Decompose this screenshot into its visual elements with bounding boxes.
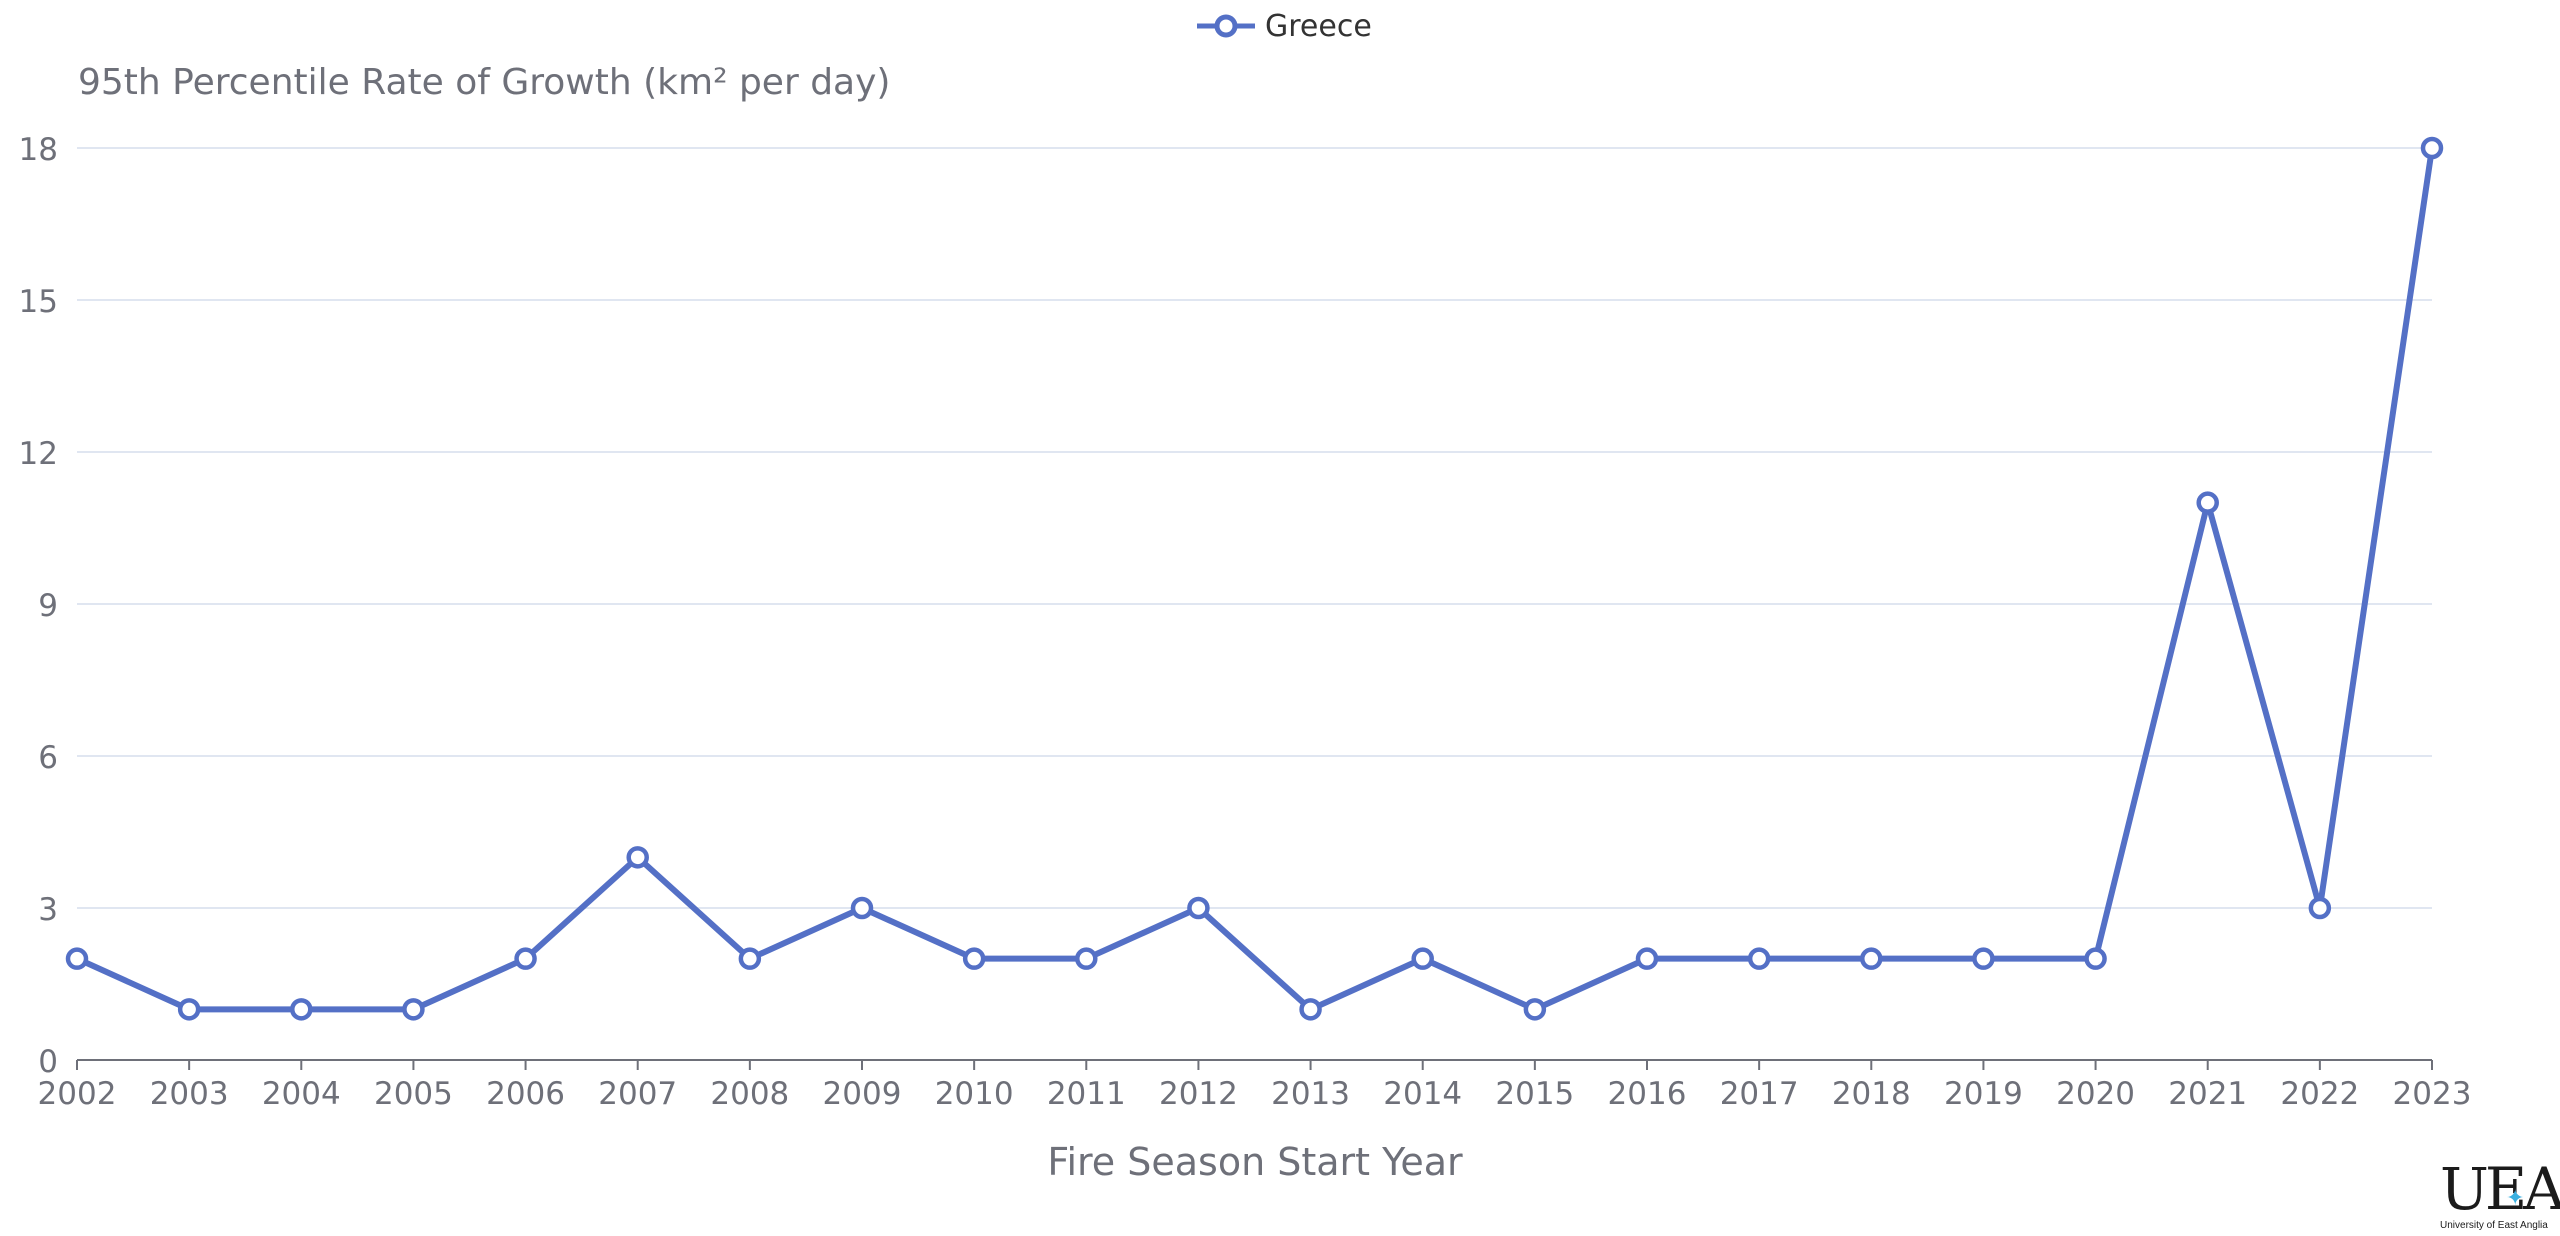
x-tick-label: 2017	[1720, 1076, 1799, 1112]
x-tick-label: 2004	[262, 1076, 341, 1112]
y-tick-label: 15	[19, 284, 58, 320]
x-tick-label: 2008	[710, 1076, 789, 1112]
x-tick-label: 2018	[1832, 1076, 1911, 1112]
logo-text: University of East Anglia	[2440, 1220, 2548, 1231]
x-tick-label: 2023	[2393, 1076, 2472, 1112]
data-point	[2420, 136, 2444, 160]
x-tick-label: 2005	[374, 1076, 453, 1112]
y-tick-label: 0	[38, 1044, 58, 1080]
legend-swatch-icon	[1197, 14, 1255, 38]
data-point	[1187, 896, 1210, 920]
x-tick-label: 2006	[486, 1076, 565, 1112]
legend-label: Greece	[1265, 8, 1372, 44]
y-tick-label: 6	[38, 740, 58, 776]
x-tick-label: 2022	[2280, 1076, 2359, 1112]
logo-mark: UEA	[2440, 1155, 2560, 1223]
data-point	[962, 947, 986, 970]
data-point	[626, 846, 649, 869]
x-tick-label: 2020	[2056, 1076, 2135, 1112]
data-point	[1523, 998, 1547, 1021]
uea-logo: UEA ✦ University of East Anglia	[2440, 1160, 2560, 1236]
data-point	[1635, 947, 1659, 970]
x-tick-label: 2021	[2168, 1076, 2247, 1112]
y-tick-label: 3	[38, 892, 58, 928]
x-axis-title: Fire Season Start Year	[1047, 1140, 1463, 1184]
x-tick-label: 2016	[1608, 1076, 1687, 1112]
x-tick-label: 2011	[1047, 1076, 1126, 1112]
x-tick-label: 2009	[823, 1076, 902, 1112]
x-tick-label: 2019	[1944, 1076, 2023, 1112]
x-tick-label: 2002	[38, 1076, 117, 1112]
star-icon: ✦	[2506, 1186, 2525, 1211]
x-tick-label: 2007	[598, 1076, 677, 1112]
data-point	[1972, 947, 1995, 970]
data-point	[177, 998, 201, 1021]
data-point	[1747, 947, 1771, 970]
data-point	[1860, 947, 1883, 970]
y-tick-label: 18	[19, 132, 58, 168]
data-point	[738, 947, 762, 970]
legend[interactable]: Greece	[1195, 8, 1372, 44]
data-point	[65, 947, 89, 970]
data-point	[1299, 998, 1322, 1021]
data-point	[514, 947, 537, 970]
data-point	[2084, 947, 2107, 970]
data-point	[850, 896, 874, 920]
x-tick-label: 2014	[1383, 1076, 1462, 1112]
y-axis-title: 95th Percentile Rate of Growth (km² per …	[78, 62, 891, 103]
data-point	[2308, 896, 2332, 920]
y-tick-label: 12	[19, 436, 58, 472]
data-point	[2196, 491, 2219, 514]
data-point	[1411, 947, 1434, 970]
series-line	[74, 145, 2435, 1013]
x-tick-label: 2015	[1495, 1076, 1574, 1112]
x-tick-label: 2013	[1271, 1076, 1350, 1112]
x-tick-label: 2010	[935, 1076, 1014, 1112]
x-tick-label: 2012	[1159, 1076, 1238, 1112]
x-tick-label: 2003	[150, 1076, 229, 1112]
data-point	[1075, 947, 1098, 970]
data-point	[290, 998, 313, 1021]
data-point	[402, 998, 425, 1021]
y-tick-label: 9	[38, 588, 58, 624]
